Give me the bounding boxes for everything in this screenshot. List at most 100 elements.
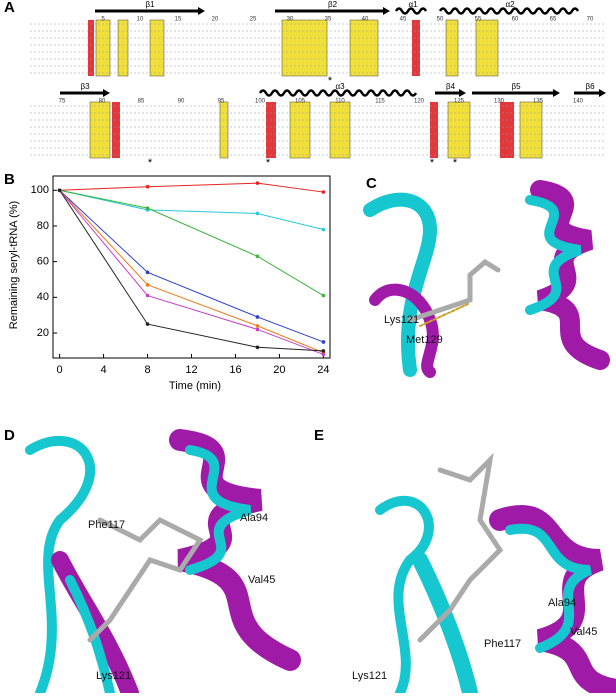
structure-label: α2 xyxy=(505,0,515,9)
structure-label: β4 xyxy=(446,82,456,91)
residue-label: Lys121 xyxy=(96,670,131,682)
series-line xyxy=(59,189,324,343)
residue-label: Phe117 xyxy=(88,519,125,531)
position-number: 35 xyxy=(325,17,332,23)
helix xyxy=(394,7,428,15)
position-number: 105 xyxy=(295,99,306,105)
structure-label: β1 xyxy=(145,0,155,9)
helix xyxy=(438,7,580,15)
structure-label: β6 xyxy=(585,82,595,91)
position-number: 130 xyxy=(494,99,505,105)
x-tick-label: 8 xyxy=(144,364,150,376)
position-number: 45 xyxy=(400,17,407,23)
residue-label: Ala94 xyxy=(240,512,268,524)
x-tick-label: 0 xyxy=(57,364,63,376)
series-line xyxy=(59,189,324,355)
structure-label: β3 xyxy=(80,82,90,91)
panel-label: B xyxy=(4,171,15,188)
residue-label: Val45 xyxy=(570,626,597,638)
x-axis-label: Time (min) xyxy=(169,380,221,392)
position-number: 15 xyxy=(175,17,182,23)
position-number: 50 xyxy=(437,17,444,23)
structure-label: α1 xyxy=(408,0,418,9)
position-number: 10 xyxy=(137,17,144,23)
structure-label: β5 xyxy=(511,82,521,91)
position-number: 110 xyxy=(335,99,345,105)
position-number: 5 xyxy=(101,17,105,23)
data-point xyxy=(255,315,260,319)
data-point xyxy=(321,349,326,353)
position-number: 80 xyxy=(99,99,106,105)
series-line xyxy=(59,189,324,296)
data-point xyxy=(255,345,260,350)
structure-label: β2 xyxy=(328,0,338,9)
position-number: 70 xyxy=(587,17,594,23)
residue-label: Lys121 xyxy=(352,670,387,682)
position-number: 120 xyxy=(414,99,425,105)
data-point xyxy=(145,270,150,275)
data-point xyxy=(321,227,326,232)
y-tick-label: 100 xyxy=(31,184,49,196)
structure-d xyxy=(25,429,301,698)
position-number: 135 xyxy=(533,99,544,105)
y-tick-label: 20 xyxy=(37,327,49,339)
position-number: 100 xyxy=(255,99,266,105)
y-tick-label: 40 xyxy=(37,291,49,303)
residue-label: Lys121 xyxy=(384,314,419,326)
data-point xyxy=(255,254,260,259)
data-point xyxy=(321,293,326,298)
x-tick-label: 4 xyxy=(101,364,107,376)
strand-arrow-head xyxy=(459,89,466,97)
x-tick-label: 20 xyxy=(273,364,285,376)
x-tick-label: 24 xyxy=(317,364,329,376)
series-line xyxy=(59,190,324,352)
series-line xyxy=(59,189,324,231)
position-number: 90 xyxy=(178,99,185,105)
data-point xyxy=(145,293,150,298)
position-number: 30 xyxy=(287,17,294,23)
data-point xyxy=(321,352,326,357)
position-number: 65 xyxy=(550,17,557,23)
data-point xyxy=(321,190,326,194)
data-point xyxy=(57,188,62,193)
conserved-marker: * xyxy=(453,157,458,169)
strand-arrow-head xyxy=(599,89,606,97)
panel-label: E xyxy=(314,427,324,444)
strand-arrow-head xyxy=(553,89,560,97)
position-number: 40 xyxy=(362,17,369,23)
plot-frame xyxy=(52,175,331,359)
panel-label: C xyxy=(366,175,377,192)
alignment-block xyxy=(30,19,605,159)
position-number: 20 xyxy=(212,17,219,23)
structure-c xyxy=(363,180,610,378)
position-number: 25 xyxy=(250,17,257,23)
position-number: 140 xyxy=(573,99,584,105)
position-number: 95 xyxy=(218,99,225,105)
data-point xyxy=(145,322,150,326)
conserved-marker: * xyxy=(148,157,153,169)
data-point xyxy=(145,184,150,189)
panel-label: D xyxy=(4,427,15,444)
residue-label: Phe117 xyxy=(484,638,521,650)
y-tick-label: 60 xyxy=(37,256,49,268)
structure-e xyxy=(375,452,616,698)
position-number: 55 xyxy=(475,17,482,23)
panel-label: A xyxy=(4,0,15,16)
conserved-marker: * xyxy=(430,157,435,169)
helix xyxy=(258,89,418,97)
conserved-marker: * xyxy=(266,157,271,169)
x-tick-label: 16 xyxy=(229,364,241,376)
position-number: 60 xyxy=(512,17,519,23)
data-point xyxy=(255,327,260,332)
strand-arrow-head xyxy=(103,89,110,97)
position-number: 125 xyxy=(454,99,465,105)
data-point xyxy=(255,211,260,216)
structure-label: α3 xyxy=(335,82,345,91)
position-number: 85 xyxy=(138,99,145,105)
strand-arrow-head xyxy=(198,7,205,15)
data-point xyxy=(145,206,150,210)
conserved-marker: * xyxy=(328,75,333,87)
x-tick-label: 12 xyxy=(185,364,197,376)
series-line xyxy=(59,182,324,193)
